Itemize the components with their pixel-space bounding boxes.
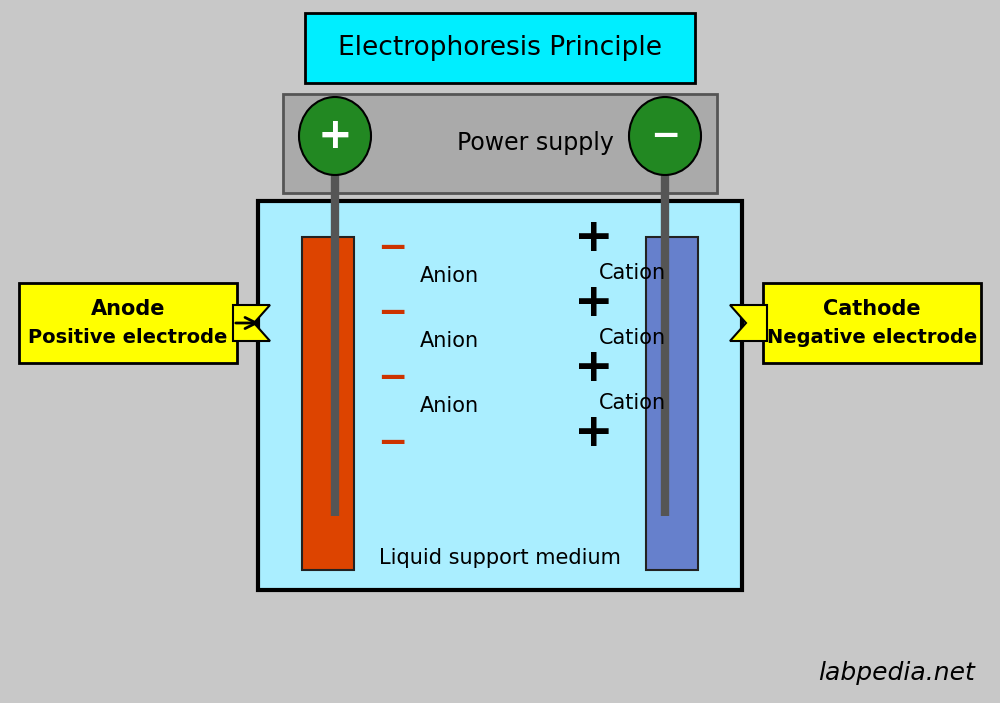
Text: Anion: Anion	[420, 331, 479, 351]
FancyBboxPatch shape	[763, 283, 981, 363]
Text: Cation: Cation	[599, 328, 666, 348]
Text: Power supply: Power supply	[457, 131, 613, 155]
Text: +: +	[574, 411, 614, 456]
Text: −: −	[650, 119, 680, 153]
Text: Cation: Cation	[599, 263, 666, 283]
Text: Positive electrode: Positive electrode	[28, 328, 228, 347]
Text: Electrophoresis Principle: Electrophoresis Principle	[338, 35, 662, 61]
Text: Anion: Anion	[420, 396, 479, 416]
Text: Negative electrode: Negative electrode	[767, 328, 977, 347]
Text: +: +	[574, 345, 614, 390]
Text: Cathode: Cathode	[823, 299, 921, 319]
Text: Liquid support medium: Liquid support medium	[379, 548, 621, 568]
FancyBboxPatch shape	[305, 13, 695, 83]
Bar	[646, 237, 698, 570]
Ellipse shape	[299, 97, 371, 175]
Text: −: −	[377, 231, 407, 265]
FancyBboxPatch shape	[283, 93, 717, 193]
Text: +: +	[574, 216, 614, 261]
Polygon shape	[730, 305, 767, 341]
Text: +: +	[574, 280, 614, 325]
Text: −: −	[377, 426, 407, 460]
Text: Anode: Anode	[91, 299, 165, 319]
FancyBboxPatch shape	[19, 283, 237, 363]
Text: −: −	[377, 296, 407, 330]
Text: −: −	[377, 361, 407, 395]
FancyBboxPatch shape	[258, 201, 742, 590]
Ellipse shape	[629, 97, 701, 175]
Bar	[302, 237, 354, 570]
Text: Cation: Cation	[599, 393, 666, 413]
Text: labpedia.net: labpedia.net	[818, 661, 975, 685]
Text: Anion: Anion	[420, 266, 479, 286]
Text: +: +	[318, 115, 352, 157]
Polygon shape	[233, 305, 270, 341]
